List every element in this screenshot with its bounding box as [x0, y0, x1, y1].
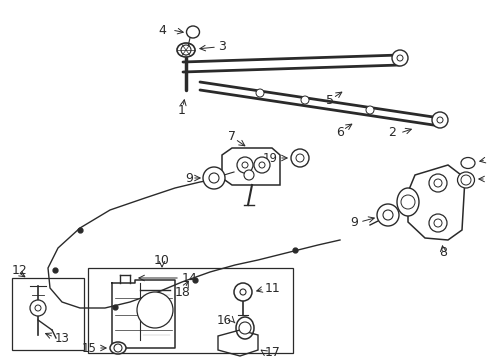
Circle shape [239, 322, 250, 334]
Ellipse shape [236, 317, 253, 339]
Text: 3: 3 [218, 40, 225, 54]
Text: 18: 18 [175, 285, 190, 298]
Text: 2: 2 [387, 126, 395, 139]
Circle shape [382, 210, 392, 220]
Circle shape [400, 195, 414, 209]
Circle shape [234, 283, 251, 301]
Text: 4: 4 [158, 23, 165, 36]
Circle shape [240, 289, 245, 295]
Circle shape [35, 305, 41, 311]
Circle shape [396, 55, 402, 61]
Text: 13: 13 [55, 332, 70, 345]
Text: 16: 16 [217, 314, 231, 327]
Text: 12: 12 [12, 264, 28, 276]
Circle shape [259, 162, 264, 168]
Circle shape [253, 157, 269, 173]
Text: 11: 11 [264, 282, 280, 294]
Circle shape [365, 106, 373, 114]
Bar [88, 268, 292, 353]
Circle shape [295, 154, 304, 162]
Circle shape [460, 175, 470, 185]
Circle shape [203, 167, 224, 189]
Text: 1: 1 [178, 104, 185, 117]
Text: 7: 7 [227, 130, 236, 144]
Circle shape [208, 173, 219, 183]
Text: 19: 19 [263, 152, 278, 165]
Text: 4: 4 [486, 153, 488, 166]
Circle shape [376, 204, 398, 226]
Text: 8: 8 [438, 246, 446, 258]
Circle shape [237, 157, 252, 173]
Circle shape [290, 149, 308, 167]
Circle shape [256, 89, 264, 97]
Circle shape [244, 170, 253, 180]
Ellipse shape [460, 158, 474, 168]
Circle shape [391, 50, 407, 66]
Text: 10: 10 [154, 253, 170, 266]
Circle shape [114, 344, 122, 352]
Circle shape [436, 117, 442, 123]
Circle shape [428, 214, 446, 232]
Circle shape [242, 162, 247, 168]
Ellipse shape [186, 26, 199, 38]
Text: 14: 14 [182, 271, 197, 284]
Circle shape [428, 174, 446, 192]
Circle shape [181, 45, 191, 55]
Text: 15: 15 [82, 342, 97, 355]
Ellipse shape [396, 188, 418, 216]
Ellipse shape [177, 43, 195, 57]
Circle shape [433, 219, 441, 227]
Circle shape [433, 179, 441, 187]
Text: 9: 9 [185, 171, 193, 184]
Bar [12, 278, 84, 350]
Text: 17: 17 [264, 346, 280, 359]
Text: 9: 9 [349, 216, 357, 229]
Text: 5: 5 [325, 94, 333, 107]
Circle shape [137, 292, 173, 328]
Circle shape [30, 300, 46, 316]
Ellipse shape [457, 172, 473, 188]
Text: 3: 3 [486, 172, 488, 185]
Text: 6: 6 [335, 126, 343, 139]
Ellipse shape [110, 342, 126, 354]
Circle shape [301, 96, 308, 104]
Circle shape [431, 112, 447, 128]
